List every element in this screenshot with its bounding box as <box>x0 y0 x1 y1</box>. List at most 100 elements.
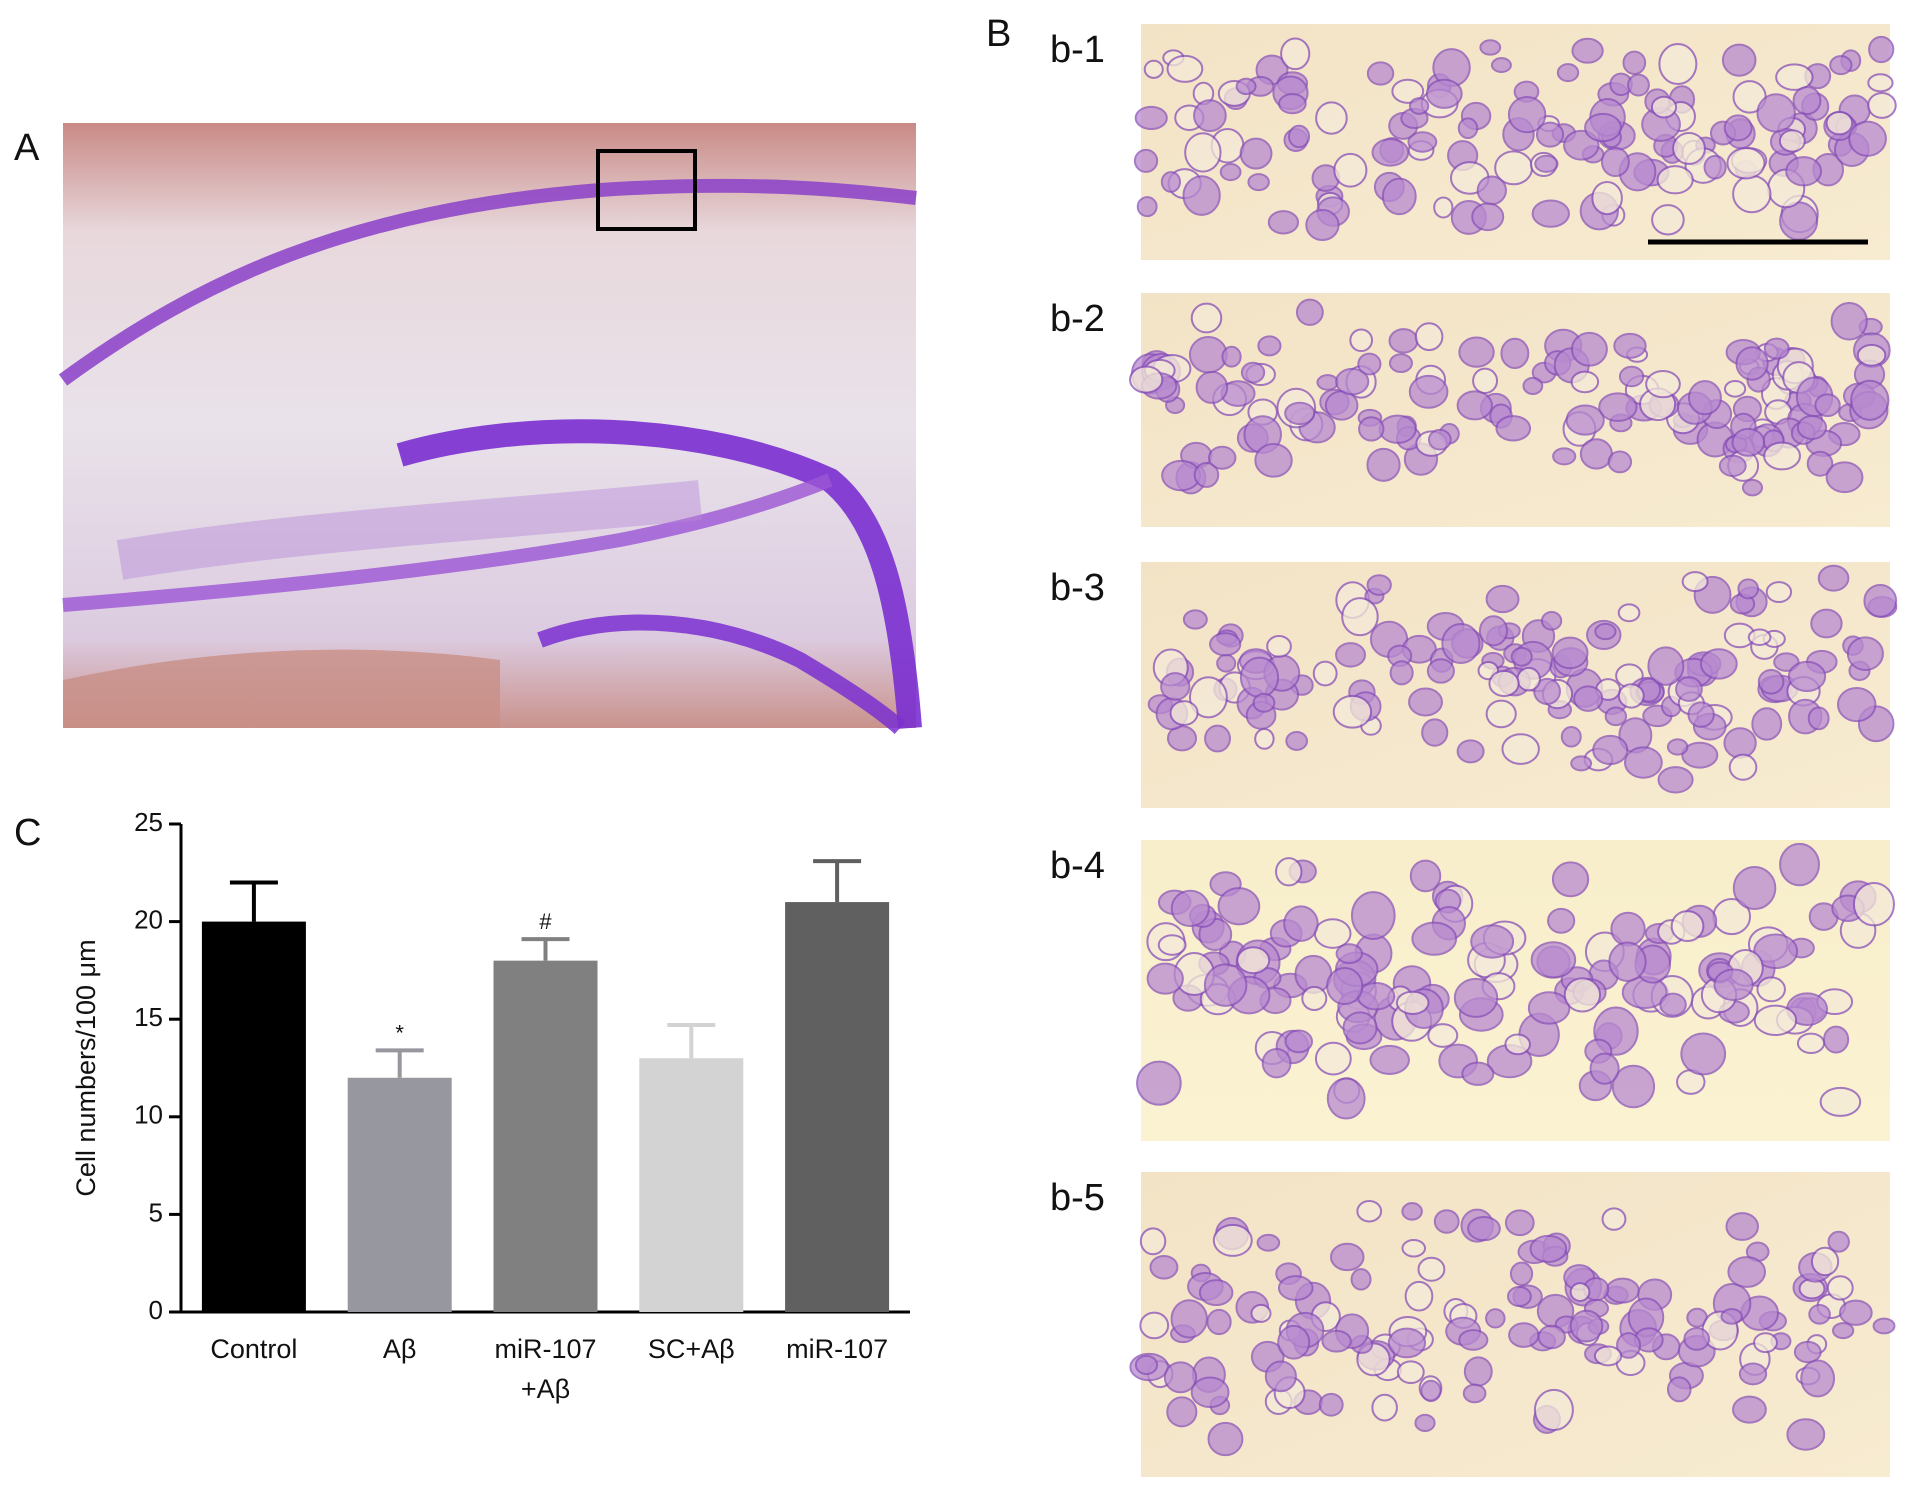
cell <box>1315 101 1348 135</box>
cell <box>1584 112 1622 143</box>
cell <box>1456 390 1493 421</box>
x-tick-label: Aβ <box>383 1334 417 1364</box>
cell <box>1356 1199 1383 1223</box>
cell <box>1508 1322 1540 1348</box>
cell <box>1277 1324 1311 1360</box>
cell <box>1366 574 1392 596</box>
cell <box>1389 660 1414 686</box>
cell <box>1756 976 1786 1003</box>
cell <box>1800 1359 1836 1398</box>
cell <box>1645 370 1681 399</box>
cell <box>1349 328 1374 353</box>
cell <box>1741 478 1763 497</box>
cell <box>1407 131 1438 153</box>
cell <box>1852 882 1895 927</box>
cell <box>1284 1029 1313 1054</box>
cell <box>1657 766 1694 794</box>
cell <box>1404 1280 1434 1312</box>
cell <box>1312 660 1338 687</box>
cell <box>1738 1362 1768 1386</box>
cell <box>1408 374 1449 409</box>
cell <box>1378 414 1417 444</box>
cell <box>1753 1004 1798 1037</box>
cell <box>1357 352 1382 376</box>
bar <box>347 1077 452 1312</box>
cell <box>1681 741 1719 769</box>
cell <box>1718 454 1747 477</box>
cell <box>1371 1393 1398 1422</box>
cell <box>1420 1379 1442 1403</box>
cell <box>1184 132 1222 173</box>
cell <box>1610 911 1646 947</box>
cell <box>1527 991 1571 1025</box>
cell <box>1763 441 1801 471</box>
cell <box>1735 346 1769 381</box>
cell <box>1280 37 1311 71</box>
cell <box>1358 416 1385 442</box>
bar <box>493 960 598 1312</box>
cell <box>1650 95 1678 119</box>
image-label: b-5 <box>1050 1177 1105 1219</box>
cell <box>1366 61 1395 86</box>
cell <box>1217 887 1261 926</box>
cell <box>1408 687 1443 717</box>
cell <box>1433 1209 1460 1234</box>
cell <box>1616 1332 1642 1359</box>
cell <box>1522 376 1544 395</box>
cell <box>1401 1202 1423 1221</box>
cell <box>1305 209 1340 241</box>
cell <box>1531 199 1570 228</box>
cell <box>1254 728 1275 750</box>
cell <box>1335 642 1366 668</box>
cell <box>1573 685 1604 712</box>
cell <box>1792 86 1822 116</box>
cell <box>1143 59 1164 79</box>
cell <box>1212 1223 1253 1257</box>
cell <box>1366 447 1401 482</box>
cell <box>1488 669 1520 698</box>
cell <box>1570 755 1593 772</box>
cell <box>1324 390 1359 421</box>
cell <box>1301 985 1328 1012</box>
cell <box>1732 866 1777 911</box>
hippocampus-image <box>58 123 922 734</box>
cell <box>1350 1268 1372 1291</box>
y-tick-label: 0 <box>149 1295 163 1325</box>
cell <box>1235 77 1257 96</box>
cell <box>1765 581 1793 604</box>
cell <box>1868 35 1895 64</box>
cell-images: b-1 b-2 b-3 b-4 b-5 <box>1050 24 1898 1477</box>
cell <box>1613 332 1647 359</box>
cell <box>1421 718 1449 747</box>
cell <box>1387 1327 1427 1359</box>
y-tick-label: 10 <box>134 1100 163 1130</box>
cell <box>1825 110 1854 136</box>
cell <box>1565 404 1605 436</box>
cell <box>1560 725 1582 748</box>
cell <box>1462 1383 1487 1404</box>
cell <box>1703 154 1727 180</box>
cell <box>1316 374 1339 391</box>
cell <box>1775 63 1814 91</box>
cell <box>1659 992 1687 1017</box>
cell <box>1807 706 1830 731</box>
cell <box>1810 608 1843 639</box>
cell <box>1250 1303 1272 1323</box>
cell <box>1388 328 1419 354</box>
cell <box>1753 1332 1778 1354</box>
cell <box>1509 1261 1534 1286</box>
cell <box>1342 1011 1378 1045</box>
cell <box>1534 154 1559 173</box>
cell <box>1188 676 1228 719</box>
cell <box>1490 57 1512 74</box>
cell <box>1732 174 1772 214</box>
cell <box>1571 37 1604 64</box>
cell <box>1441 622 1481 665</box>
cell <box>1277 1275 1314 1301</box>
cell <box>1133 148 1159 173</box>
cell <box>1819 1086 1862 1117</box>
cell <box>1350 891 1396 940</box>
cell <box>1411 921 1458 956</box>
cell <box>1326 966 1364 1006</box>
cell <box>1332 694 1373 729</box>
